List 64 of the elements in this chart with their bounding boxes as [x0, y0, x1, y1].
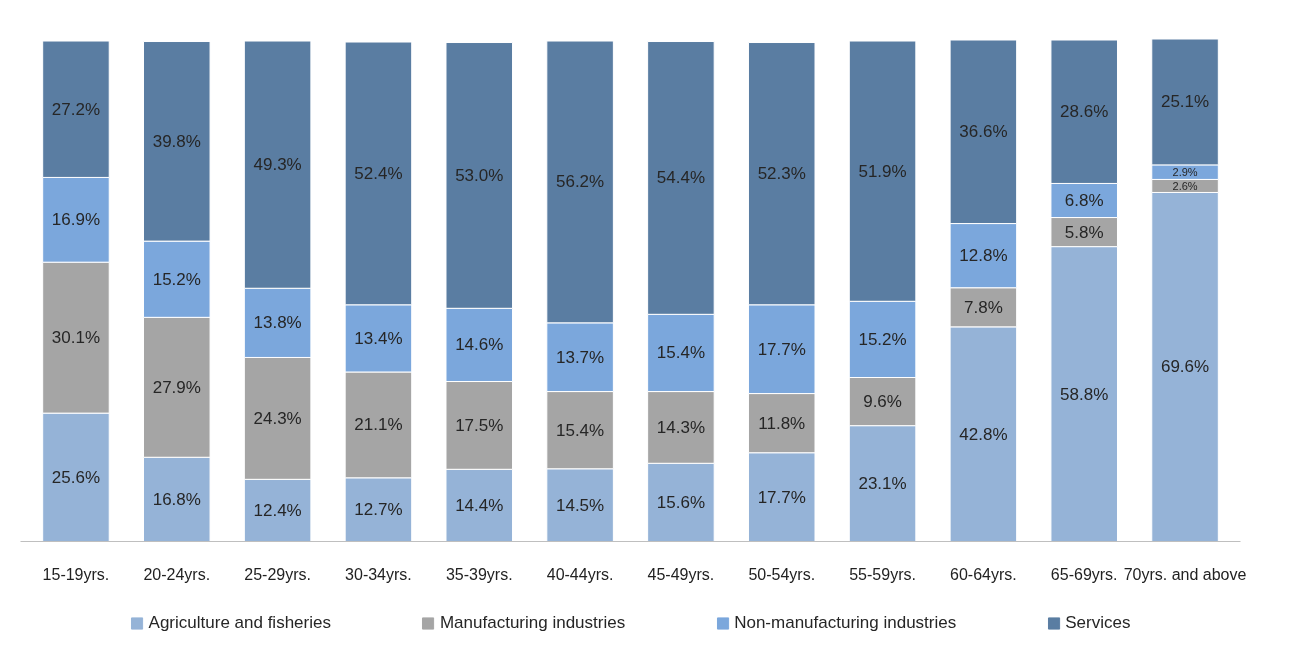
data-label: 12.4%	[253, 500, 302, 520]
data-label: 21.1%	[354, 415, 403, 435]
data-label: 52.3%	[757, 164, 806, 184]
data-label: 5.8%	[1064, 222, 1104, 242]
data-label: 30.1%	[51, 328, 101, 348]
data-label: 15.4%	[656, 343, 706, 363]
legend-label: Agriculture and fisheries	[148, 612, 331, 633]
x-tick-label: 55-59yrs.	[849, 565, 916, 583]
x-tick-label: 35-39yrs.	[445, 565, 513, 583]
data-label: 13.4%	[354, 328, 403, 348]
x-tick-label: 70yrs. and above	[1123, 565, 1247, 583]
x-tick-label: 45-49yrs.	[647, 565, 715, 583]
data-label: 14.3%	[656, 417, 706, 437]
data-label: 17.5%	[455, 415, 504, 435]
data-label: 17.7%	[757, 339, 806, 359]
data-label: 69.6%	[1160, 357, 1210, 377]
data-label: 9.6%	[863, 392, 902, 412]
data-label: 17.7%	[757, 487, 806, 507]
data-label: 15.2%	[152, 269, 201, 289]
data-label: 16.8%	[152, 489, 201, 509]
data-label: 13.7%	[555, 347, 605, 367]
data-label: 51.9%	[858, 161, 907, 181]
data-label: 28.6%	[1060, 102, 1109, 122]
data-label: 16.9%	[51, 210, 101, 230]
data-label: 11.8%	[758, 413, 806, 433]
data-label: 15.6%	[656, 492, 706, 512]
data-label: 12.7%	[354, 500, 403, 520]
legend-label: Non-manufacturing industries	[734, 612, 957, 633]
data-label: 14.6%	[455, 335, 504, 355]
data-label: 42.8%	[959, 424, 1008, 444]
x-tick-label: 25-29yrs.	[244, 565, 311, 583]
x-tick-label: 60-64yrs.	[950, 565, 1017, 583]
data-label: 2.6%	[1172, 179, 1198, 192]
legend-label: Manufacturing industries	[439, 612, 626, 633]
data-label: 56.2%	[555, 172, 605, 192]
data-label: 53.0%	[455, 165, 504, 185]
x-tick-label: 15-19yrs.	[42, 565, 110, 583]
data-label: 12.8%	[959, 246, 1008, 266]
x-tick-label: 20-24yrs.	[143, 565, 211, 583]
data-label: 24.3%	[253, 408, 302, 428]
data-label: 49.3%	[253, 155, 302, 175]
legend-label: Services	[1065, 612, 1131, 633]
data-label: 7.8%	[964, 297, 1003, 317]
data-label: 36.6%	[959, 122, 1008, 142]
data-label: 15.2%	[858, 329, 907, 349]
data-label: 52.4%	[354, 163, 403, 183]
data-label: 27.2%	[51, 99, 101, 119]
data-label: 25.6%	[51, 467, 101, 487]
data-label: 39.8%	[152, 131, 201, 151]
data-label: 27.9%	[152, 377, 201, 397]
data-label: 54.4%	[656, 168, 706, 188]
x-tick-label: 65-69yrs.	[1050, 565, 1118, 583]
x-tick-label: 50-54yrs.	[748, 565, 816, 583]
data-label: 23.1%	[858, 474, 907, 494]
x-tick-label: 40-44yrs.	[546, 565, 614, 583]
x-tick-label: 30-34yrs.	[345, 565, 412, 583]
data-label: 14.4%	[455, 495, 504, 515]
data-label: 13.8%	[253, 313, 302, 333]
data-label: 25.1%	[1160, 92, 1210, 112]
data-label: 2.9%	[1172, 166, 1198, 179]
data-label: 14.5%	[555, 495, 605, 515]
data-label: 15.4%	[555, 420, 605, 440]
data-label: 6.8%	[1064, 190, 1104, 210]
data-label: 58.8%	[1060, 384, 1109, 404]
